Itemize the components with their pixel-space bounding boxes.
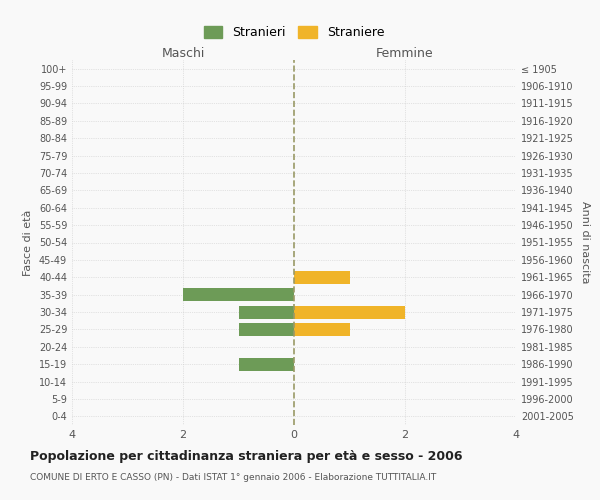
Y-axis label: Fasce di età: Fasce di età [23,210,33,276]
Bar [294,306,405,318]
Bar [183,288,294,301]
Bar [239,358,294,370]
Legend: Stranieri, Straniere: Stranieri, Straniere [200,22,388,43]
Bar [239,306,294,318]
Text: Popolazione per cittadinanza straniera per età e sesso - 2006: Popolazione per cittadinanza straniera p… [30,450,463,463]
Bar [294,323,349,336]
Text: Maschi: Maschi [161,47,205,60]
Bar [239,323,294,336]
Text: COMUNE DI ERTO E CASSO (PN) - Dati ISTAT 1° gennaio 2006 - Elaborazione TUTTITAL: COMUNE DI ERTO E CASSO (PN) - Dati ISTAT… [30,472,436,482]
Bar [294,270,349,284]
Text: Femmine: Femmine [376,47,434,60]
Y-axis label: Anni di nascita: Anni di nascita [580,201,590,284]
